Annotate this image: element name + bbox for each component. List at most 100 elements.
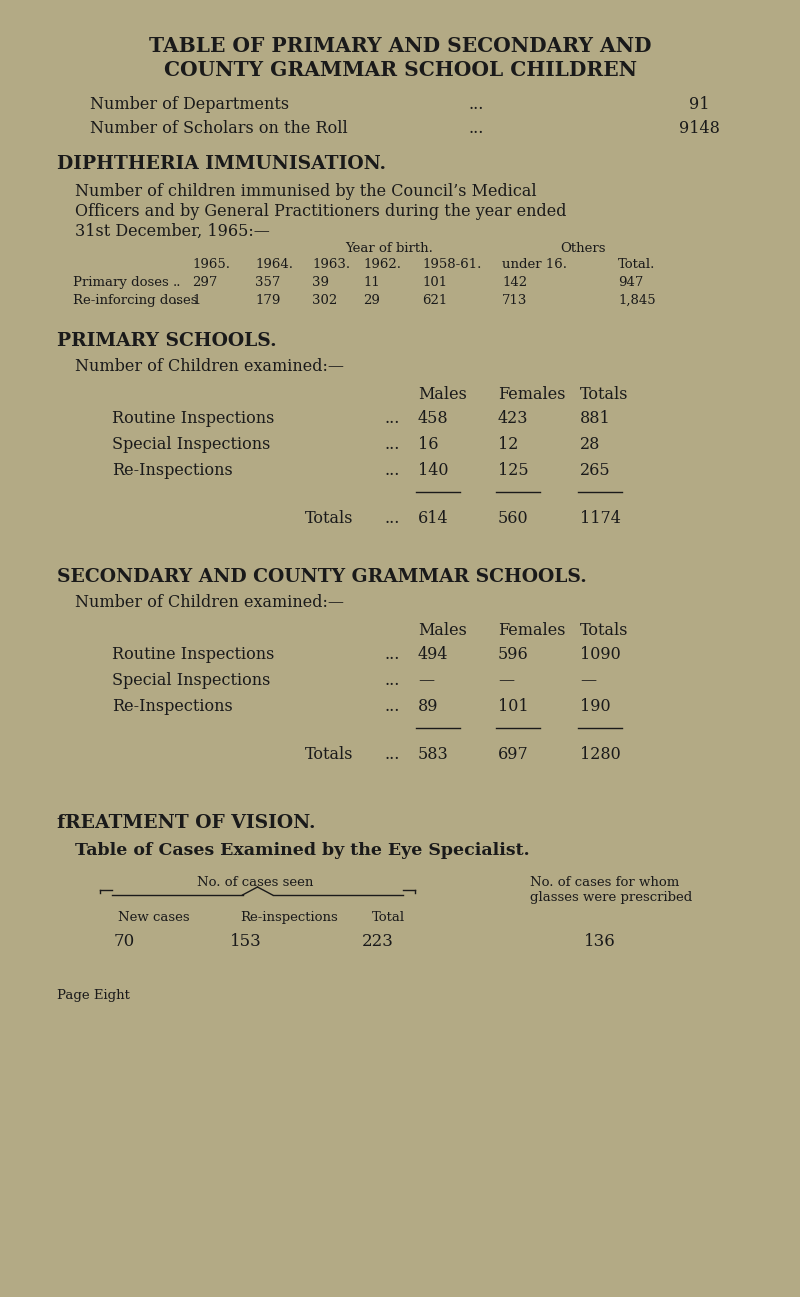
Text: DIPHTHERIA IMMUNISATION.: DIPHTHERIA IMMUNISATION.: [57, 156, 386, 173]
Text: 458: 458: [418, 410, 449, 427]
Text: Number of Scholars on the Roll: Number of Scholars on the Roll: [90, 121, 348, 137]
Text: ...: ...: [385, 462, 400, 479]
Text: New cases: New cases: [118, 910, 190, 923]
Text: 101: 101: [498, 698, 529, 715]
Text: Page Eight: Page Eight: [57, 990, 130, 1003]
Text: Re-Inspections: Re-Inspections: [112, 698, 233, 715]
Text: 713: 713: [502, 294, 527, 307]
Text: Re-inforcing doses: Re-inforcing doses: [73, 294, 198, 307]
Text: —: —: [498, 672, 514, 689]
Text: 1958-61.: 1958-61.: [422, 258, 482, 271]
Text: 560: 560: [498, 510, 529, 527]
Text: 179: 179: [255, 294, 280, 307]
Text: No. of cases seen: No. of cases seen: [197, 875, 313, 888]
Text: 28: 28: [580, 436, 600, 453]
Text: 265: 265: [580, 462, 610, 479]
Text: Total.: Total.: [618, 258, 655, 271]
Text: 39: 39: [312, 276, 329, 289]
Text: Others: Others: [560, 243, 606, 256]
Text: 423: 423: [498, 410, 529, 427]
Text: Males: Males: [418, 623, 467, 639]
Text: 11: 11: [363, 276, 380, 289]
Text: 136: 136: [584, 933, 616, 949]
Text: ...: ...: [385, 746, 400, 763]
Text: 1280: 1280: [580, 746, 621, 763]
Text: ...: ...: [385, 410, 400, 427]
Text: ...: ...: [385, 436, 400, 453]
Text: Totals: Totals: [305, 510, 354, 527]
Text: ..: ..: [173, 276, 182, 289]
Text: Year of birth.: Year of birth.: [345, 243, 433, 256]
Text: Special Inspections: Special Inspections: [112, 672, 270, 689]
Text: Number of Children examined:—: Number of Children examined:—: [75, 358, 344, 375]
Text: 29: 29: [363, 294, 380, 307]
Text: 89: 89: [418, 698, 438, 715]
Text: 297: 297: [192, 276, 218, 289]
Text: 1090: 1090: [580, 646, 621, 663]
Text: 1963.: 1963.: [312, 258, 350, 271]
Text: Totals: Totals: [580, 623, 629, 639]
Text: Number of children immunised by the Council’s Medical: Number of children immunised by the Coun…: [75, 183, 537, 200]
Text: 223: 223: [362, 933, 394, 949]
Text: ...: ...: [385, 510, 400, 527]
Text: 12: 12: [498, 436, 518, 453]
Text: 1174: 1174: [580, 510, 621, 527]
Text: Totals: Totals: [305, 746, 354, 763]
Text: Primary doses: Primary doses: [73, 276, 169, 289]
Text: 31st December, 1965:—: 31st December, 1965:—: [75, 223, 270, 240]
Text: 1: 1: [192, 294, 200, 307]
Text: 153: 153: [230, 933, 262, 949]
Text: 70: 70: [114, 933, 134, 949]
Text: 494: 494: [418, 646, 449, 663]
Text: Officers and by General Practitioners during the year ended: Officers and by General Practitioners du…: [75, 204, 566, 220]
Text: fREATMENT OF VISION.: fREATMENT OF VISION.: [57, 815, 315, 831]
Text: Special Inspections: Special Inspections: [112, 436, 270, 453]
Text: 1965.: 1965.: [192, 258, 230, 271]
Text: Number of Children examined:—: Number of Children examined:—: [75, 594, 344, 611]
Text: 302: 302: [312, 294, 338, 307]
Text: Routine Inspections: Routine Inspections: [112, 410, 274, 427]
Text: Totals: Totals: [580, 387, 629, 403]
Text: 140: 140: [418, 462, 449, 479]
Text: 190: 190: [580, 698, 610, 715]
Text: COUNTY GRAMMAR SCHOOL CHILDREN: COUNTY GRAMMAR SCHOOL CHILDREN: [163, 60, 637, 80]
Text: Re-Inspections: Re-Inspections: [112, 462, 233, 479]
Text: PRIMARY SCHOOLS.: PRIMARY SCHOOLS.: [57, 332, 277, 350]
Text: 1962.: 1962.: [363, 258, 401, 271]
Text: 9148: 9148: [679, 121, 720, 137]
Text: ...: ...: [468, 121, 483, 137]
Text: 596: 596: [498, 646, 529, 663]
Text: Females: Females: [498, 623, 566, 639]
Text: ...: ...: [468, 96, 483, 113]
Text: 697: 697: [498, 746, 529, 763]
Text: 125: 125: [498, 462, 529, 479]
Text: 357: 357: [255, 276, 280, 289]
Text: ...: ...: [385, 646, 400, 663]
Text: under 16.: under 16.: [502, 258, 567, 271]
Text: 16: 16: [418, 436, 438, 453]
Text: SECONDARY AND COUNTY GRAMMAR SCHOOLS.: SECONDARY AND COUNTY GRAMMAR SCHOOLS.: [57, 568, 586, 586]
Text: 614: 614: [418, 510, 449, 527]
Text: ...: ...: [385, 672, 400, 689]
Text: Number of Departments: Number of Departments: [90, 96, 289, 113]
Text: 91: 91: [690, 96, 710, 113]
Text: 1,845: 1,845: [618, 294, 656, 307]
Text: 881: 881: [580, 410, 610, 427]
Text: ...: ...: [385, 698, 400, 715]
Text: glasses were prescribed: glasses were prescribed: [530, 891, 692, 904]
Text: Table of Cases Examined by the Eye Specialist.: Table of Cases Examined by the Eye Speci…: [75, 842, 530, 859]
Text: Re-inspections: Re-inspections: [240, 910, 338, 923]
Text: TABLE OF PRIMARY AND SECONDARY AND: TABLE OF PRIMARY AND SECONDARY AND: [149, 36, 651, 56]
Text: Females: Females: [498, 387, 566, 403]
Text: Males: Males: [418, 387, 467, 403]
Text: 621: 621: [422, 294, 447, 307]
Text: 583: 583: [418, 746, 449, 763]
Text: 101: 101: [422, 276, 447, 289]
Text: 142: 142: [502, 276, 527, 289]
Text: 947: 947: [618, 276, 643, 289]
Text: No. of cases for whom: No. of cases for whom: [530, 875, 679, 888]
Text: ..: ..: [173, 294, 182, 307]
Text: Routine Inspections: Routine Inspections: [112, 646, 274, 663]
Text: 1964.: 1964.: [255, 258, 293, 271]
Text: —: —: [418, 672, 434, 689]
